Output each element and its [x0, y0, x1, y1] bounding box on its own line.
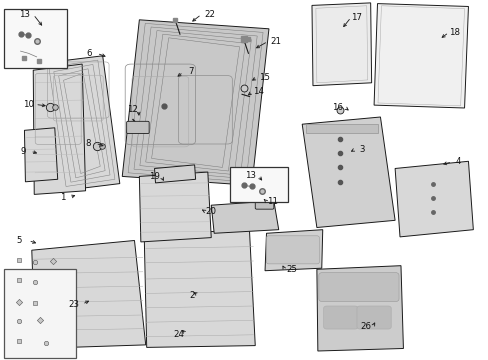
Text: 20: 20 [205, 207, 216, 216]
Polygon shape [394, 161, 472, 237]
Text: 6: 6 [86, 49, 92, 58]
FancyBboxPatch shape [305, 124, 377, 133]
Text: 19: 19 [148, 172, 159, 181]
Text: 13: 13 [19, 10, 30, 19]
Polygon shape [24, 128, 58, 182]
Polygon shape [44, 56, 120, 191]
Polygon shape [211, 201, 278, 233]
Text: 21: 21 [270, 37, 281, 46]
Text: 16: 16 [331, 103, 342, 112]
Polygon shape [32, 240, 145, 348]
Polygon shape [144, 229, 255, 347]
Text: 15: 15 [258, 73, 269, 82]
Text: 13: 13 [244, 171, 255, 180]
Polygon shape [302, 117, 394, 228]
Polygon shape [33, 64, 85, 194]
Text: 23: 23 [69, 300, 80, 309]
Text: 18: 18 [448, 28, 459, 37]
Text: 1: 1 [60, 193, 65, 202]
Polygon shape [154, 165, 195, 183]
Text: 2: 2 [188, 291, 194, 300]
Text: 5: 5 [17, 236, 22, 245]
FancyBboxPatch shape [266, 236, 319, 264]
FancyBboxPatch shape [229, 167, 287, 202]
Text: 22: 22 [204, 10, 215, 19]
Text: 17: 17 [351, 13, 362, 22]
Text: 4: 4 [455, 157, 461, 166]
Text: 9: 9 [21, 147, 26, 156]
FancyBboxPatch shape [323, 306, 357, 329]
Polygon shape [373, 4, 468, 108]
FancyBboxPatch shape [4, 269, 76, 358]
Polygon shape [316, 266, 403, 351]
Text: 26: 26 [360, 323, 370, 331]
FancyBboxPatch shape [356, 306, 390, 329]
FancyBboxPatch shape [126, 121, 149, 134]
Text: 12: 12 [126, 105, 137, 114]
Polygon shape [311, 3, 371, 86]
Text: 10: 10 [23, 100, 34, 109]
Polygon shape [122, 20, 268, 185]
Text: 14: 14 [252, 87, 263, 96]
Text: 3: 3 [358, 145, 364, 154]
Text: 8: 8 [85, 139, 91, 148]
Text: 25: 25 [285, 265, 296, 274]
Text: 24: 24 [173, 330, 183, 338]
Polygon shape [264, 230, 322, 271]
FancyBboxPatch shape [318, 273, 398, 302]
FancyBboxPatch shape [255, 198, 273, 209]
Polygon shape [139, 172, 211, 242]
Text: 11: 11 [267, 197, 278, 206]
Text: 7: 7 [187, 68, 193, 77]
FancyBboxPatch shape [4, 9, 67, 68]
